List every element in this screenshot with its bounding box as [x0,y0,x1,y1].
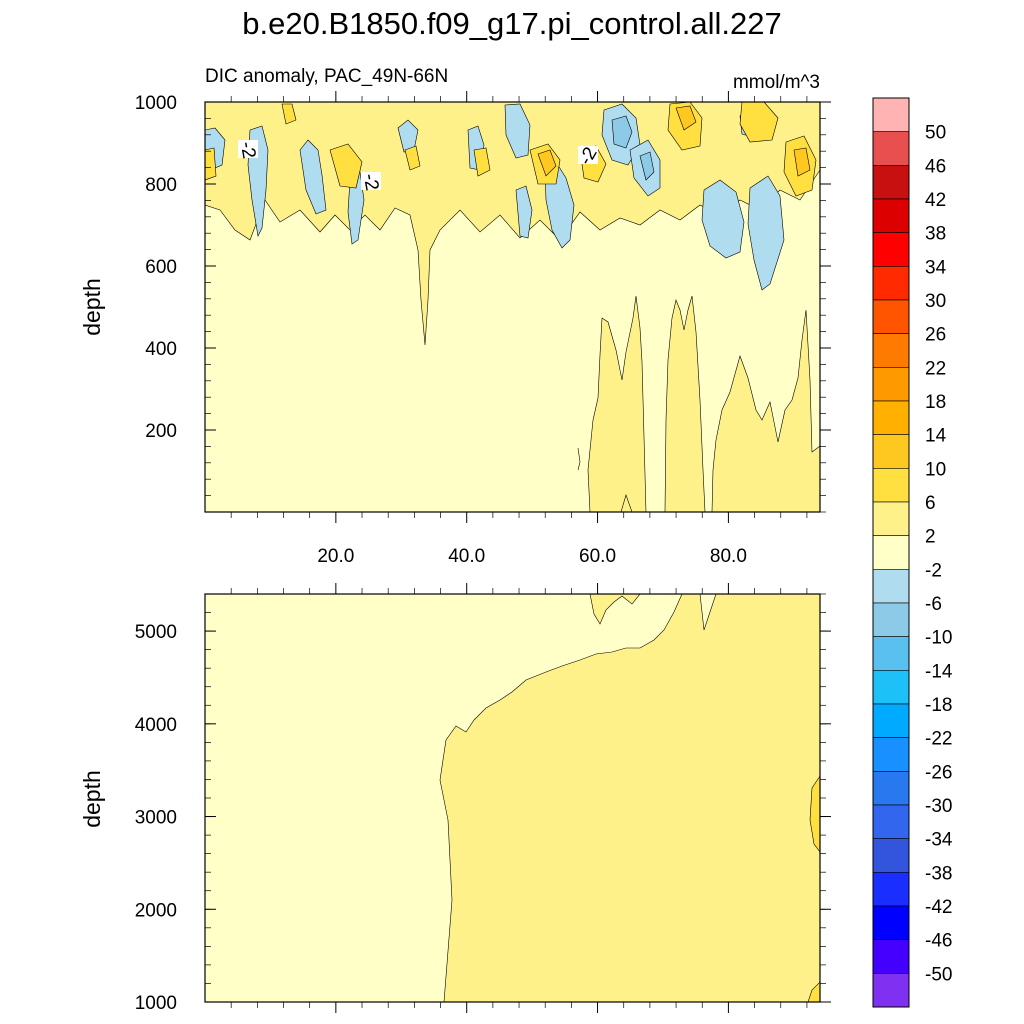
svg-text:-2: -2 [236,140,260,160]
colorbar-frame [872,97,910,1008]
contour-line [577,447,581,471]
colorbar-level-label: 46 [925,156,946,177]
contour-region [620,494,633,512]
colorbar-level-label: 30 [925,291,946,312]
colorbar-level-label: 2 [925,527,936,548]
colorbar-level-label: 22 [925,358,946,379]
negative-anomaly-cores [611,115,655,181]
colorbar-level-label: 34 [925,257,947,278]
svg-text:-2: -2 [359,172,383,192]
upper-axes: 200 400 600 800 1000 20.0 40.0 60.0 80.0 [135,91,831,567]
colorbar-level-label: -30 [925,796,952,817]
colorbar-level-label: -38 [925,863,952,884]
contour-region [809,775,820,853]
chart-subtitle: DIC anomaly, PAC_49N-66N [205,66,448,87]
colorbar-level-label: -50 [925,964,952,985]
upper-panel: -2 -2 -2 200 400 600 800 1000 20.0 40.0 60.0 80.… [79,91,831,567]
colorbar-level-label: 38 [925,224,946,245]
colorbar-swatch [872,737,910,772]
colorbar-swatch [872,602,910,637]
colorbar-level-label: -2 [925,560,942,581]
colorbar-level-label: 26 [925,325,946,346]
colorbar-swatch [872,872,910,907]
colorbar-swatch [872,434,910,469]
colorbar-swatch [872,165,910,200]
positive-anomaly-patches [205,102,817,197]
y-tick-label: 4000 [135,715,177,736]
colorbar: 50 46 42 38 34 30 26 22 18 14 10 6 2 -2 -6 -10 -14 -18 -22… [872,97,953,1008]
colorbar-level-label: -26 [925,762,952,783]
colorbar-swatch [872,535,910,570]
colorbar-swatch [872,569,910,604]
colorbar-level-label: 10 [925,459,946,480]
colorbar-swatch [872,771,910,806]
colorbar-swatch [872,636,910,671]
colorbar-swatch [872,97,910,132]
contour-region [587,295,647,512]
colorbar-swatch [872,299,910,334]
colorbar-swatch [872,131,910,166]
x-tick-label: 20.0 [317,546,354,567]
y-tick-label: 1000 [135,993,177,1014]
colorbar-swatch [872,468,910,503]
contour-label: -2 [359,172,383,192]
y-tick-label: 400 [145,339,177,360]
colorbar-swatch [872,939,910,974]
contour-region [664,295,706,512]
colorbar-level-label: -6 [925,594,942,615]
lower-panel: 1000 2000 3000 4000 5000 depth [79,583,831,1014]
colorbar-swatch [872,703,910,738]
x-tick-label: 80.0 [710,546,747,567]
lower-axes: 1000 2000 3000 4000 5000 [135,583,831,1014]
contour-label: -2 [575,144,602,169]
colorbar-level-label: 50 [925,123,946,144]
y-tick-label: 5000 [135,622,177,643]
colorbar-swatch [872,905,910,940]
x-tick-label: 40.0 [448,546,485,567]
chart-title: b.e20.B1850.f09_g17.pi_control.all.227 [242,6,782,41]
lower-y-axis-label: depth [79,770,105,828]
colorbar-swatch [872,367,910,402]
colorbar-level-label: -18 [925,695,952,716]
upper-y-axis-label: depth [79,278,105,336]
colorbar-swatch [872,804,910,839]
colorbar-level-label: 6 [925,493,936,514]
colorbar-swatch [872,266,910,301]
contour-region [807,981,820,1002]
colorbar-level-label: -14 [925,661,953,682]
y-tick-label: 1000 [135,93,177,114]
colorbar-level-label: -42 [925,897,952,918]
colorbar-swatch [872,333,910,368]
units-label: mmol/m^3 [733,72,820,93]
colorbar-swatch [872,198,910,233]
colorbar-level-label: 18 [925,392,946,413]
colorbar-level-label: 42 [925,190,946,211]
y-tick-label: 2000 [135,900,177,921]
colorbar-swatch [872,670,910,705]
y-tick-label: 200 [145,421,177,442]
colorbar-level-label: -22 [925,729,952,750]
upper-plot-frame [204,101,821,513]
colorbar-level-label: -10 [925,628,952,649]
y-tick-label: 800 [145,175,177,196]
colorbar-swatch [872,838,910,873]
contour-region [589,594,641,625]
contour-region [711,309,820,512]
y-tick-label: 600 [145,257,177,278]
colorbar-level-label: -34 [925,830,953,851]
colorbar-swatch [872,973,910,1008]
colorbar-level-label: -46 [925,931,952,952]
contour-region [439,594,820,1002]
colorbar-swatch [872,400,910,435]
colorbar-level-label: 14 [925,426,947,447]
contour-label: -2 [236,140,260,160]
colorbar-swatch [872,501,910,536]
colorbar-swatch [872,232,910,267]
positive-anomaly-cores [537,105,811,177]
y-tick-label: 3000 [135,808,177,829]
x-tick-label: 60.0 [579,546,616,567]
